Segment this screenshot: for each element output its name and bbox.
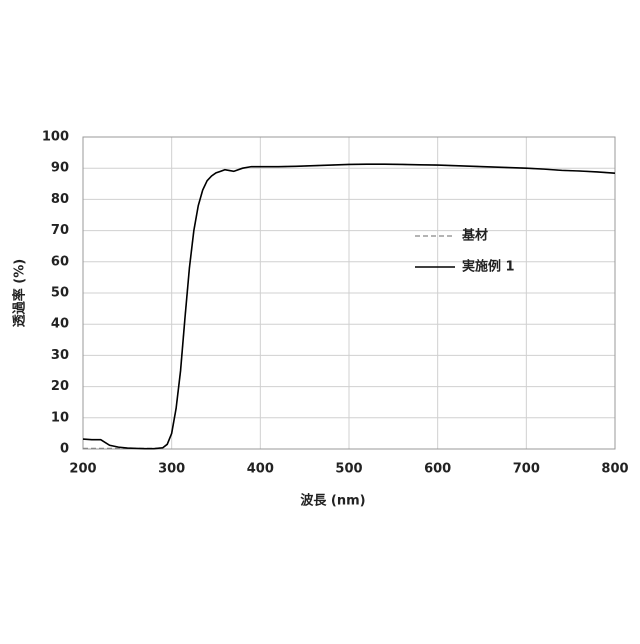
x-tick-label: 700	[513, 462, 540, 477]
y-tick-label: 100	[42, 130, 69, 145]
y-tick-label: 40	[51, 317, 69, 332]
y-tick-label: 90	[51, 161, 69, 176]
y-tick-label: 20	[51, 379, 69, 394]
legend-label: 基材	[461, 228, 488, 244]
y-tick-label: 10	[51, 410, 69, 425]
y-tick-label: 80	[51, 192, 69, 207]
y-tick-label: 0	[60, 442, 69, 457]
y-tick-label: 60	[51, 254, 69, 269]
y-tick-label: 50	[51, 286, 69, 301]
y-tick-label: 30	[51, 348, 69, 363]
x-tick-label: 600	[424, 462, 451, 477]
x-tick-label: 300	[158, 462, 185, 477]
x-tick-label: 500	[335, 462, 362, 477]
chart: 波長 (nm) 透過率 (%) 0 10 20 30 40 50 60 70 80 90 100 20…	[0, 0, 640, 640]
x-axis-label: 波長 (nm)	[300, 493, 365, 509]
x-tick-label: 400	[247, 462, 274, 477]
y-tick-label: 70	[51, 223, 69, 238]
page: {"chart_data": {"type": "line", "x_label…	[0, 0, 640, 640]
legend-label: 実施例 1	[462, 259, 515, 275]
y-axis-label: 透過率 (%)	[12, 259, 28, 327]
x-tick-label: 200	[69, 462, 96, 477]
x-tick-label: 800	[601, 462, 628, 477]
